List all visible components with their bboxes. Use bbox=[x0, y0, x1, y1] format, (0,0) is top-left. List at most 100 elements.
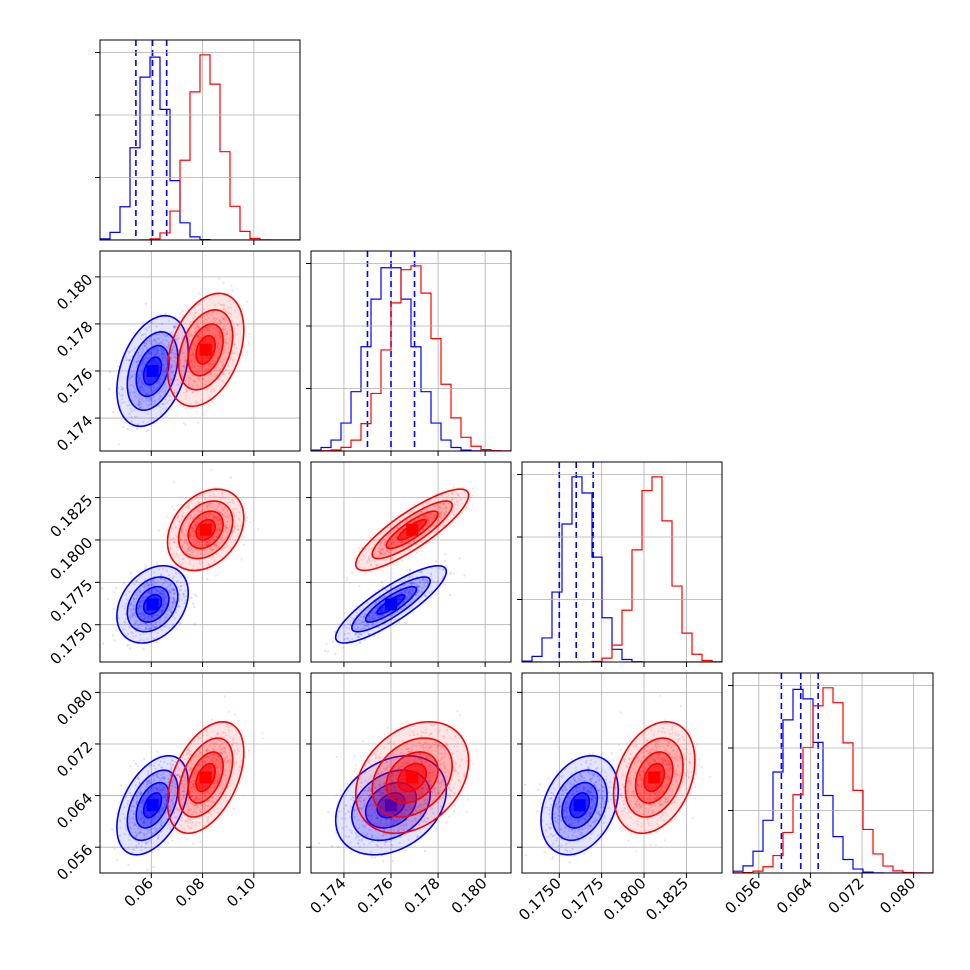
scatter-point bbox=[199, 329, 203, 333]
scatter-point bbox=[173, 352, 176, 355]
scatter-point bbox=[408, 542, 411, 545]
scatter-point bbox=[156, 631, 159, 634]
scatter-point bbox=[151, 343, 154, 346]
scatter-point bbox=[421, 534, 424, 537]
scatter-point bbox=[188, 359, 191, 363]
scatter-point bbox=[224, 546, 227, 549]
scatter-point bbox=[140, 638, 143, 642]
scatter-point bbox=[182, 592, 185, 596]
scatter-point bbox=[222, 513, 225, 516]
scatter-point bbox=[427, 518, 430, 521]
scatter-point bbox=[161, 390, 165, 393]
scatter-point bbox=[350, 615, 353, 619]
scatter-point bbox=[214, 353, 217, 356]
scatter-point bbox=[219, 336, 222, 339]
scatter-point bbox=[158, 609, 161, 613]
scatter-point bbox=[221, 513, 224, 517]
scatter-point bbox=[139, 590, 142, 594]
scatter-point bbox=[193, 326, 197, 330]
scatter-point bbox=[139, 620, 142, 623]
scatter-point bbox=[130, 607, 133, 611]
scatter-point bbox=[170, 349, 173, 352]
scatter-point bbox=[383, 530, 386, 533]
scatter-point bbox=[165, 398, 168, 401]
scatter-point bbox=[226, 501, 230, 504]
scatter-point bbox=[378, 616, 381, 619]
scatter-point bbox=[207, 542, 211, 545]
scatter-point bbox=[132, 597, 136, 601]
scatter-point bbox=[143, 614, 146, 617]
scatter-point bbox=[418, 580, 422, 583]
scatter-point bbox=[443, 559, 447, 562]
scatter-point bbox=[192, 334, 195, 337]
scatter-point bbox=[221, 364, 224, 367]
scatter-point bbox=[372, 538, 376, 542]
scatter-point bbox=[145, 623, 149, 626]
scatter-point bbox=[145, 341, 148, 344]
scatter-point bbox=[346, 638, 349, 641]
scatter-point bbox=[144, 584, 147, 587]
scatter-point bbox=[197, 338, 200, 341]
scatter-point bbox=[199, 336, 202, 339]
scatter-point bbox=[179, 312, 182, 315]
scatter-point bbox=[131, 635, 135, 638]
scatter-point bbox=[172, 537, 175, 540]
scatter-point bbox=[191, 530, 194, 533]
scatter-point bbox=[228, 338, 231, 341]
scatter-point bbox=[212, 538, 215, 542]
scatter-point bbox=[139, 601, 142, 604]
scatter-point bbox=[200, 544, 203, 547]
scatter-point bbox=[191, 343, 194, 346]
scatter-point bbox=[211, 330, 214, 333]
scatter-point bbox=[440, 513, 443, 516]
scatter-point bbox=[149, 387, 152, 390]
scatter-point bbox=[391, 557, 395, 560]
scatter-point bbox=[162, 364, 165, 367]
scatter-point bbox=[184, 397, 187, 400]
scatter-point bbox=[380, 547, 383, 550]
scatter-point bbox=[129, 616, 133, 619]
scatter-point bbox=[342, 638, 346, 642]
scatter-point bbox=[137, 612, 140, 615]
scatter-point bbox=[355, 627, 358, 631]
scatter-point bbox=[426, 581, 429, 584]
scatter-point bbox=[192, 353, 195, 356]
scatter-point bbox=[151, 589, 154, 592]
scatter-point bbox=[170, 366, 173, 369]
scatter-point bbox=[213, 535, 216, 538]
scatter-point bbox=[175, 527, 178, 530]
scatter-point bbox=[190, 335, 193, 338]
scatter-point bbox=[408, 542, 411, 545]
scatter-point bbox=[364, 548, 368, 551]
scatter-point bbox=[160, 349, 163, 352]
scatter-point bbox=[207, 504, 210, 507]
scatter-point bbox=[159, 591, 163, 594]
scatter-point bbox=[185, 541, 188, 544]
scatter-point bbox=[224, 526, 228, 529]
scatter-point bbox=[121, 387, 124, 390]
scatter-point bbox=[199, 721, 203, 724]
scatter-point bbox=[143, 567, 147, 570]
scatter-point bbox=[173, 603, 176, 606]
scatter-point bbox=[204, 516, 207, 519]
scatter-point bbox=[155, 621, 159, 624]
scatter-point bbox=[146, 616, 150, 619]
scatter-point bbox=[139, 589, 142, 593]
scatter-point bbox=[355, 643, 358, 646]
scatter-point bbox=[147, 583, 151, 586]
scatter-point bbox=[151, 591, 154, 594]
scatter-point bbox=[355, 620, 358, 623]
scatter-point bbox=[163, 604, 166, 607]
scatter-point bbox=[175, 535, 178, 538]
scatter-point bbox=[136, 395, 139, 399]
scatter-point bbox=[344, 637, 347, 640]
scatter-point bbox=[401, 540, 404, 543]
scatter-point bbox=[439, 513, 442, 516]
scatter-point bbox=[196, 322, 199, 326]
scatter-point bbox=[210, 557, 213, 560]
scatter-point bbox=[203, 507, 206, 510]
scatter-point bbox=[409, 581, 412, 584]
scatter-point bbox=[193, 497, 197, 501]
scatter-point bbox=[152, 865, 155, 869]
scatter-point bbox=[465, 505, 468, 509]
